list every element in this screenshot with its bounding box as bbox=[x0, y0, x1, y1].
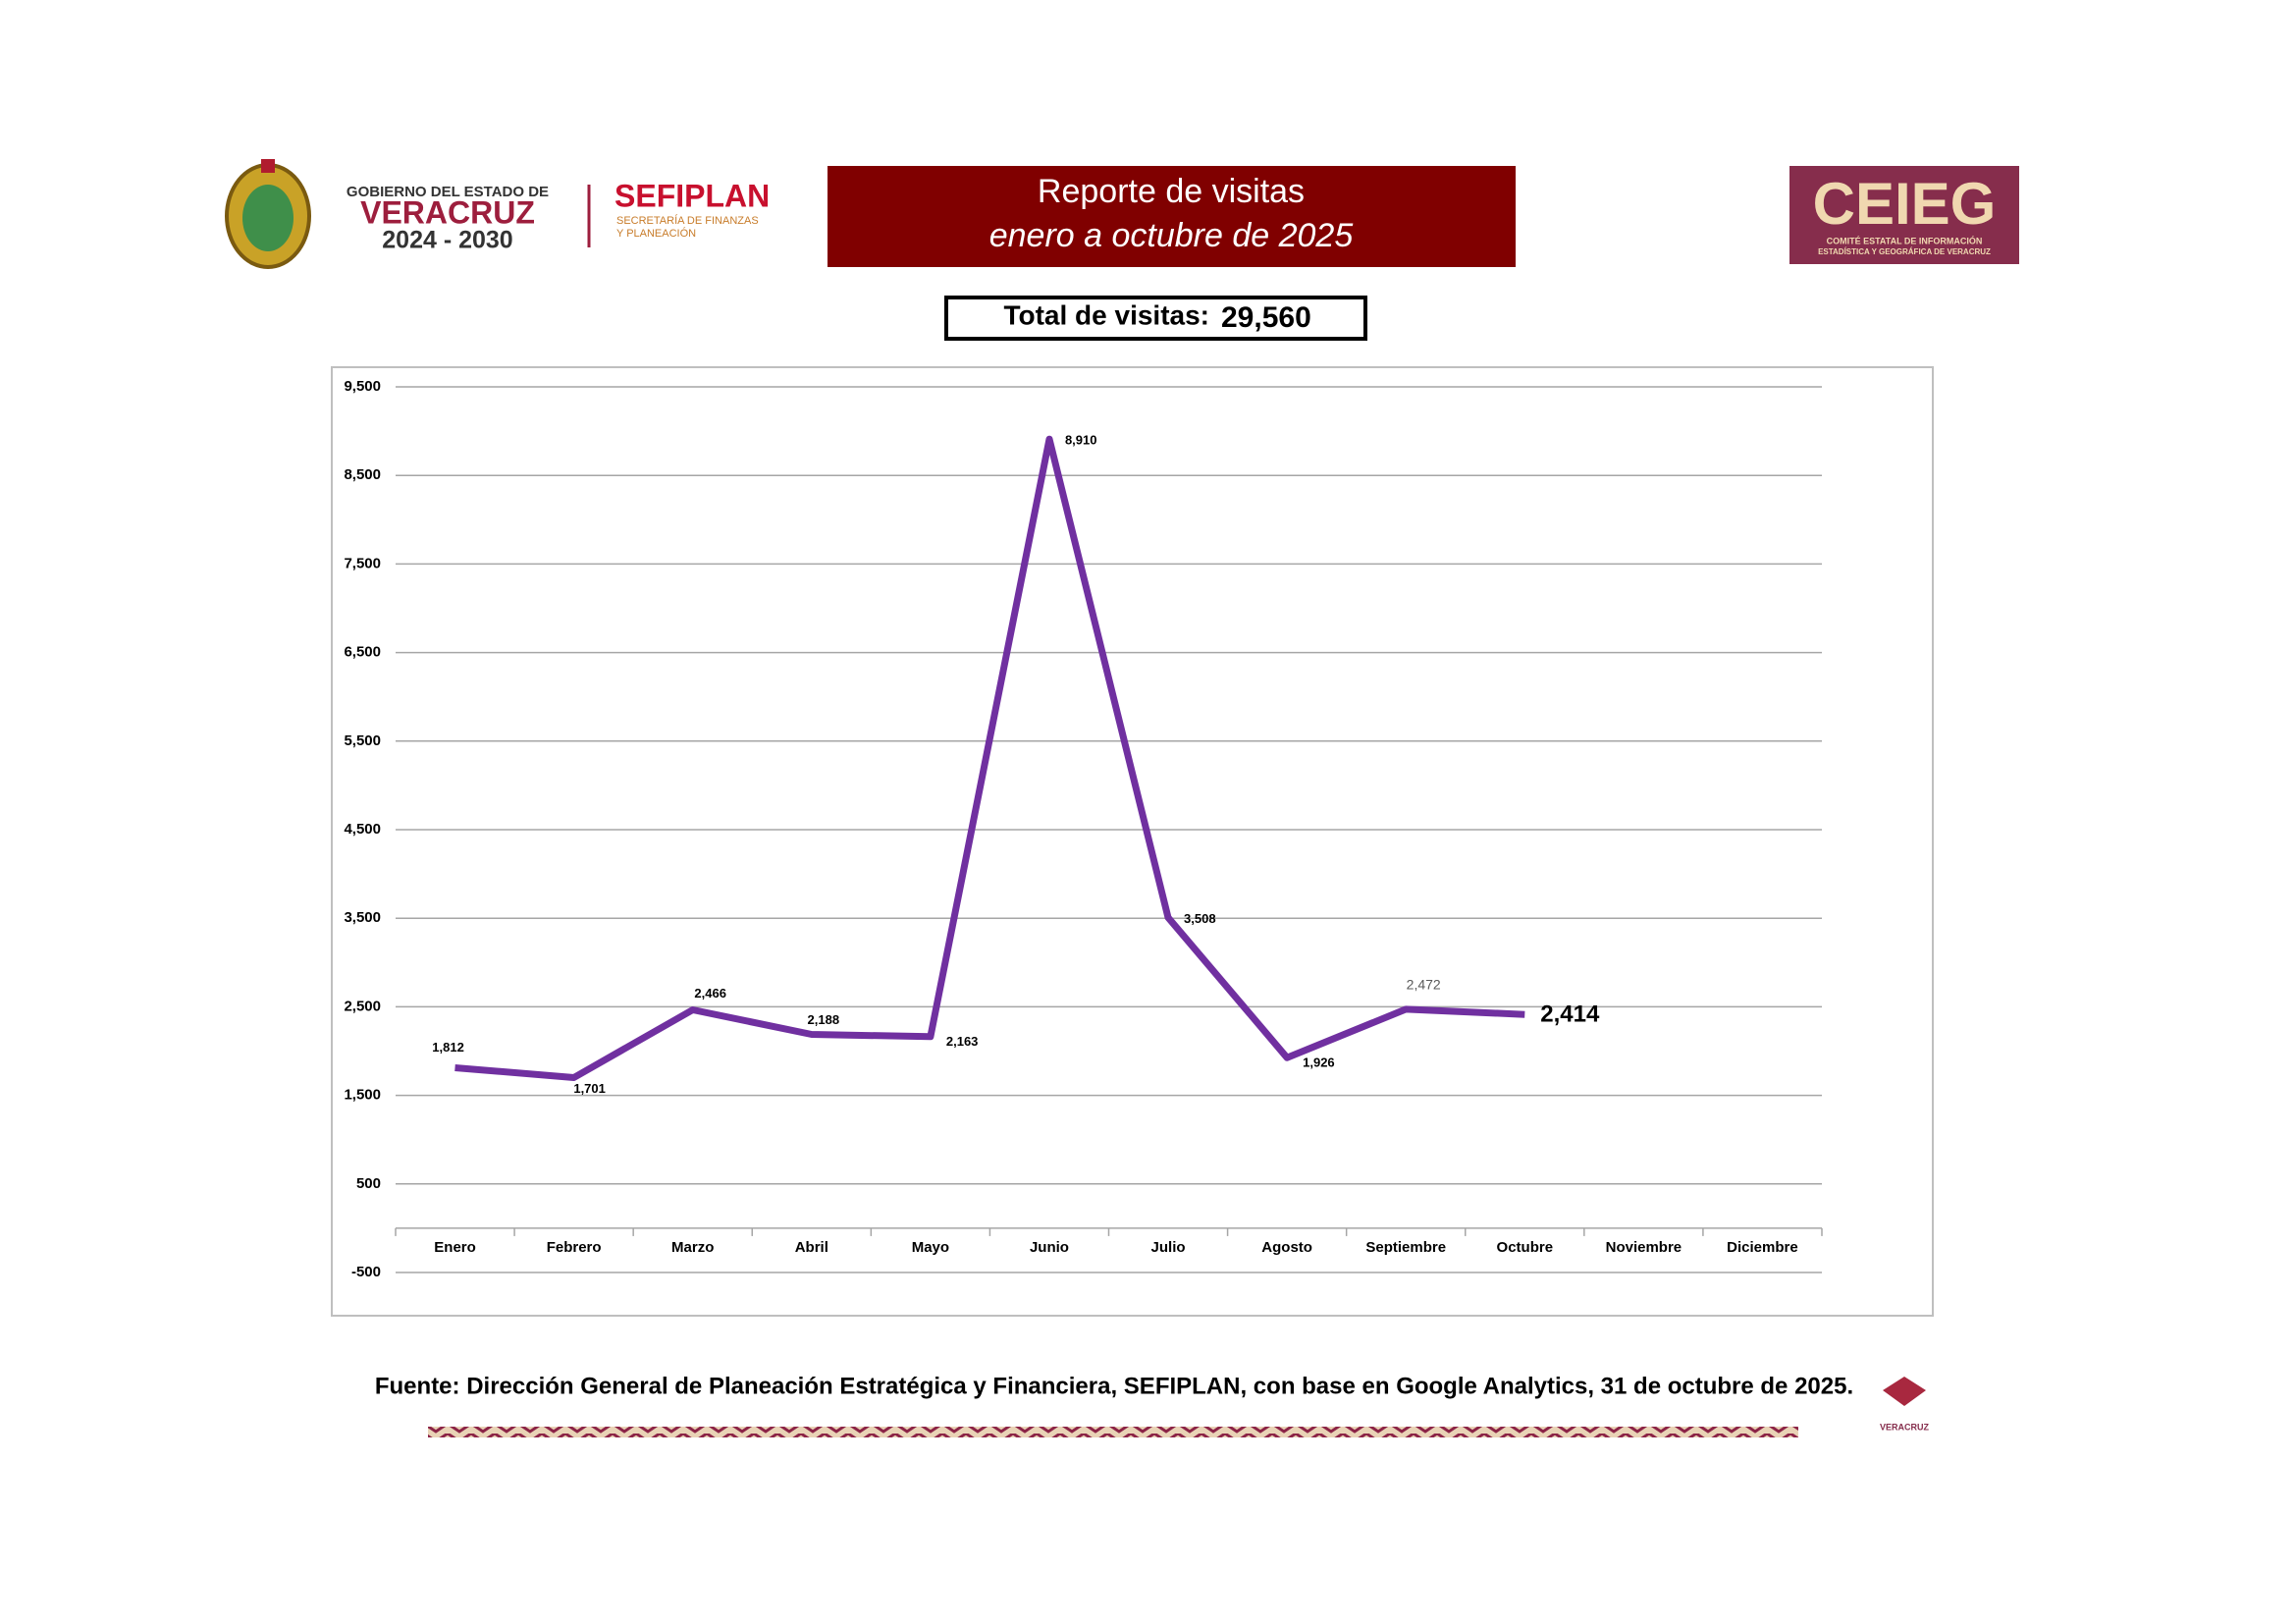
total-box bbox=[944, 296, 1367, 341]
y-tick-label: 1,500 bbox=[344, 1087, 381, 1104]
decor-strip bbox=[428, 1427, 1798, 1437]
footer-logo-text: VERACRUZ bbox=[1880, 1422, 1930, 1432]
x-tick-label: Enero bbox=[434, 1239, 476, 1256]
agency-sub: Y PLANEACIÓN bbox=[616, 227, 696, 240]
gov-years: 2024 - 2030 bbox=[382, 227, 512, 254]
total-value: 29,560 bbox=[1221, 301, 1311, 334]
data-label: 2,188 bbox=[808, 1012, 840, 1027]
title-box bbox=[828, 166, 1516, 267]
ceieg: CEIEG bbox=[1813, 171, 1997, 237]
x-tick-label: Octubre bbox=[1497, 1239, 1554, 1256]
data-label: 2,163 bbox=[946, 1034, 979, 1049]
x-tick-label: Mayo bbox=[912, 1239, 949, 1256]
title: Reporte de visitas bbox=[1038, 173, 1305, 210]
x-tick-label: Febrero bbox=[547, 1239, 602, 1256]
agency-sub: SECRETARÍA DE FINANZAS bbox=[616, 214, 759, 227]
gov-name: VERACRUZ bbox=[360, 194, 535, 230]
agency: SEFIPLAN bbox=[614, 178, 770, 213]
y-tick-label: 7,500 bbox=[344, 555, 381, 571]
data-label: 1,701 bbox=[573, 1081, 606, 1096]
ceieg-sub: COMITÉ ESTATAL DE INFORMACIÓN bbox=[1827, 235, 1983, 245]
y-tick-label: -500 bbox=[351, 1264, 381, 1280]
data-label: 2,472 bbox=[1407, 977, 1441, 993]
y-tick-label: 4,500 bbox=[344, 821, 381, 838]
x-tick-label: Marzo bbox=[671, 1239, 714, 1256]
data-label: 2,414 bbox=[1540, 1001, 1600, 1028]
y-tick-label: 9,500 bbox=[344, 378, 381, 395]
data-line bbox=[454, 435, 1525, 1081]
data-label: 2,466 bbox=[694, 986, 726, 1001]
data-label: 1,812 bbox=[432, 1040, 464, 1055]
x-tick-label: Julio bbox=[1151, 1239, 1186, 1256]
gov-top: GOBIERNO DEL ESTADO DE bbox=[347, 184, 549, 200]
x-tick-label: Septiembre bbox=[1365, 1239, 1446, 1256]
gov-logo: GOBIERNO DEL ESTADO DE VERACRUZ 2024 - 2… bbox=[225, 159, 770, 269]
ceieg-logo: CEIEG COMITÉ ESTATAL DE INFORMACIÓN ESTA… bbox=[1789, 166, 2019, 264]
y-tick-label: 6,500 bbox=[344, 644, 381, 661]
subtitle: enero a octubre de 2025 bbox=[989, 217, 1354, 254]
y-tick-label: 5,500 bbox=[344, 732, 381, 749]
source: Fuente: Dirección General de Planeación … bbox=[375, 1373, 1853, 1399]
y-tick-label: 8,500 bbox=[344, 466, 381, 483]
chart-frame bbox=[331, 366, 1934, 1317]
y-tick-label: 500 bbox=[356, 1175, 381, 1192]
x-tick-label: Noviembre bbox=[1606, 1239, 1682, 1256]
plot: -500 500 1,500 2,500 3,500 4,500 5,500 6,500 7,5… bbox=[344, 378, 1823, 1280]
data-label: 8,910 bbox=[1065, 433, 1097, 448]
y-tick-label: 3,500 bbox=[344, 909, 381, 926]
ceieg-sub: ESTADÍSTICA Y GEOGRÁFICA DE VERACRUZ bbox=[1818, 247, 1991, 256]
total-label: Total de visitas: bbox=[1003, 299, 1209, 330]
x-tick-label: Junio bbox=[1030, 1239, 1069, 1256]
data-label: 3,508 bbox=[1184, 911, 1216, 926]
footer-logo: VERACRUZ bbox=[1880, 1377, 1930, 1432]
x-tick-label: Agosto bbox=[1261, 1239, 1312, 1256]
x-tick-label: Diciembre bbox=[1727, 1239, 1798, 1256]
y-tick-label: 2,500 bbox=[344, 998, 381, 1014]
x-tick-label: Abril bbox=[795, 1239, 828, 1256]
data-label: 1,926 bbox=[1303, 1056, 1335, 1070]
